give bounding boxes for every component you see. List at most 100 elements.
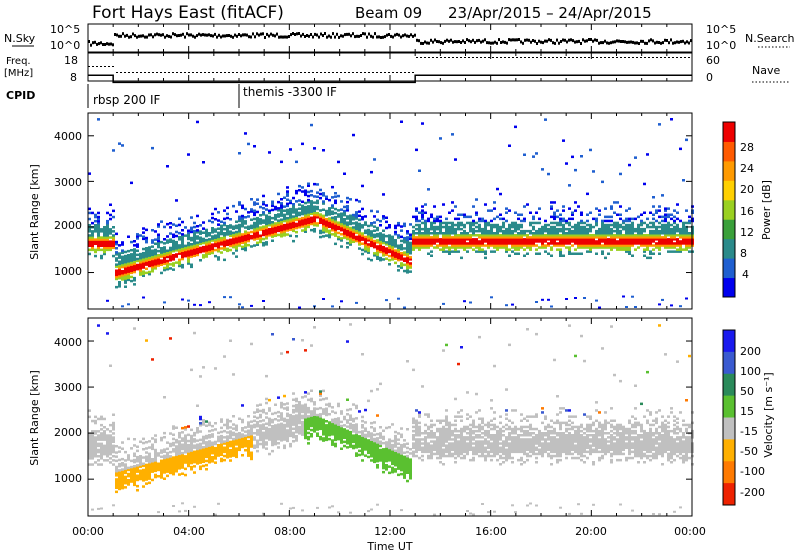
- velocity-echo-cell: [256, 404, 259, 407]
- power-echo-cell: [241, 306, 244, 308]
- nave-point: [424, 57, 426, 58]
- power-echo-cell: [223, 218, 226, 221]
- power-echo-cell: [331, 204, 334, 207]
- nsky-point: [356, 35, 358, 38]
- velocity-echo-cell: [103, 418, 106, 421]
- power-echo-cell: [298, 189, 301, 192]
- velocity-echo-cell: [247, 430, 250, 433]
- velocity-echo-cell: [268, 453, 271, 456]
- velocity-echo-cell: [229, 459, 232, 462]
- velocity-echo-cell: [151, 444, 154, 447]
- power-echo-cell: [355, 221, 358, 224]
- power-echo-cell: [523, 230, 526, 233]
- freq-tick-bottom: 8: [70, 71, 77, 84]
- power-echo-cell: [361, 249, 364, 252]
- power-echo-cell: [550, 205, 553, 208]
- power-echo-cell: [358, 210, 361, 213]
- velocity-echo-cell: [97, 459, 100, 462]
- power-echo-cell: [424, 212, 427, 215]
- nave-point: [276, 72, 278, 73]
- nsky-point: [134, 34, 136, 37]
- nsky-point: [306, 34, 308, 37]
- power-echo-cell: [463, 224, 466, 227]
- power-echo-cell: [142, 248, 145, 251]
- power-echo-cell: [316, 196, 319, 199]
- nsky-point: [558, 42, 560, 45]
- power-echo-cell: [667, 238, 670, 241]
- power-echo-cell: [154, 249, 157, 252]
- power-echo-cell: [289, 148, 292, 151]
- power-echo-cell: [265, 214, 268, 217]
- power-echo-cell: [649, 230, 652, 233]
- power-echo-cell: [370, 210, 373, 213]
- velocity-echo-cell: [223, 355, 226, 358]
- power-echo-cell: [646, 257, 649, 260]
- power-echo-cell: [133, 283, 136, 286]
- power-echo-cell: [151, 239, 154, 242]
- nsky-point: [480, 41, 482, 44]
- velocity-echo-cell: [397, 443, 400, 446]
- velocity-echo-cell: [211, 425, 214, 428]
- velocity-echo-cell: [160, 460, 163, 463]
- velocity-echo-cell: [406, 455, 409, 458]
- velocity-echo-cell: [277, 442, 280, 445]
- power-echo-cell: [355, 236, 358, 239]
- velocity-echo-cell: [307, 432, 310, 435]
- velocity-echo-cell: [241, 404, 244, 407]
- power-echo-cell: [283, 210, 286, 213]
- power-echo-cell: [337, 236, 340, 239]
- velocity-echo-cell: [277, 446, 280, 449]
- velocity-echo-cell: [202, 366, 205, 369]
- power-echo-cell: [550, 306, 553, 308]
- power-echo-cell: [388, 259, 391, 262]
- power-echo-cell: [625, 209, 628, 212]
- nave-point: [140, 72, 142, 73]
- power-echo-cell: [310, 124, 313, 127]
- velocity-panel: 1000 2000 3000 4000 Slant Range [km] 200…: [28, 318, 775, 516]
- power-echo-cell: [130, 182, 133, 185]
- power-echo-cell: [175, 225, 178, 228]
- velocity-echo-cell: [160, 456, 163, 459]
- power-echo-cell: [376, 239, 379, 242]
- velocity-echo-cell: [328, 421, 331, 424]
- power-echo-cell: [346, 246, 349, 249]
- power-echo-cell: [625, 224, 628, 227]
- power-echo-cell: [409, 234, 412, 237]
- power-echo-cell: [199, 259, 202, 262]
- velocity-echo-cell: [172, 442, 175, 445]
- nave-point: [436, 57, 438, 58]
- power-echo-cell: [169, 263, 172, 266]
- power-echo-cell: [652, 205, 655, 208]
- nsky-point: [332, 32, 334, 35]
- power-echo-cell: [220, 237, 223, 240]
- power-echo-cell: [469, 216, 472, 219]
- velocity-echo-cell: [364, 427, 367, 430]
- nave-point: [308, 72, 310, 73]
- power-echo-cell: [262, 207, 265, 210]
- power-echo-cell: [190, 237, 193, 240]
- power-echo-cell: [361, 243, 364, 246]
- velocity-echo-cell: [106, 459, 109, 462]
- velocity-echo-cell: [148, 440, 151, 443]
- nsky-point: [394, 34, 396, 37]
- power-echo-cell: [676, 248, 679, 251]
- velocity-echo-cell: [187, 444, 190, 447]
- power-echo-cell: [298, 212, 301, 215]
- power-echo-cell: [505, 228, 508, 231]
- velocity-echo-cell: [346, 430, 349, 433]
- power-echo-cell: [556, 248, 559, 251]
- power-echo-cell: [490, 209, 493, 212]
- nave-point: [556, 57, 558, 58]
- velocity-echo-cell: [361, 353, 364, 356]
- velocity-echo-cell: [265, 423, 268, 426]
- nave-point: [188, 72, 190, 73]
- velocity-echo-cell: [388, 465, 391, 468]
- nsky-point: [516, 38, 518, 41]
- power-echo-cell: [388, 255, 391, 257]
- nsky-point: [268, 35, 270, 38]
- power-echo-cell: [178, 232, 181, 235]
- power-echo-cell: [448, 226, 451, 229]
- nsky-point: [294, 33, 296, 36]
- power-echo-cell: [508, 255, 511, 258]
- power-echo-cell: [385, 299, 388, 301]
